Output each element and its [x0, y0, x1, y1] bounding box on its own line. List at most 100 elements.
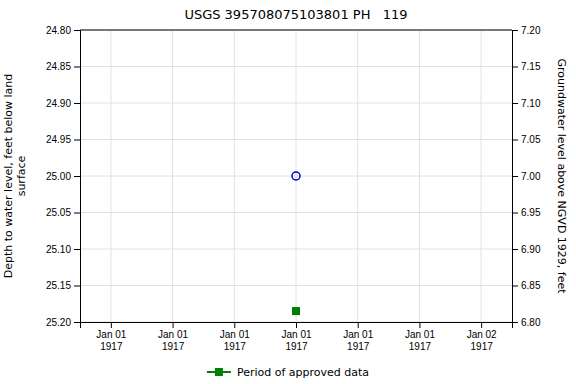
tick-mark	[512, 30, 518, 31]
y-tick: 25.00	[46, 171, 80, 182]
tick-mark	[234, 322, 235, 328]
point	[292, 307, 300, 315]
y-axis-label: Depth to water level, feet below landsur…	[2, 74, 28, 279]
tick-label: 25.00	[46, 171, 71, 182]
tick-mark	[512, 140, 518, 141]
axis-label-line: Depth to water level, feet below land	[2, 74, 15, 279]
axis-line	[74, 31, 81, 323]
series	[292, 307, 300, 315]
y-axis: 24.80 24.85 24.90 24.95 25.00 25.05 25.10 25.15…	[46, 25, 81, 328]
tick-label: 7.20	[521, 25, 541, 36]
tick-mark	[74, 322, 80, 323]
y-tick: 24.95	[46, 134, 80, 145]
tick-label: 6.95	[521, 207, 541, 218]
tick-mark	[74, 30, 80, 31]
y-tick: 25.05	[46, 207, 80, 218]
x-tick: Jan 011917	[220, 322, 250, 352]
tick-mark	[74, 213, 80, 214]
tick-label: Jan 011917	[405, 329, 435, 352]
tick-mark	[173, 322, 174, 328]
x-tick: Jan 011917	[405, 322, 435, 352]
x-axis: Jan 011917Jan 011917Jan 011917Jan 011917…	[81, 322, 513, 352]
legend-item: Period of approved data	[207, 366, 369, 379]
tick-label-line: Jan 01	[343, 329, 373, 340]
legend: Period of approved data	[207, 366, 369, 379]
grid-line	[357, 30, 358, 322]
tick-mark	[512, 213, 518, 214]
tick-label: 25.10	[46, 244, 71, 255]
tick-mark	[358, 322, 359, 328]
x-tick: Jan 011917	[96, 322, 126, 352]
y2-tick: 6.85	[512, 280, 541, 291]
tick-label: 7.00	[521, 171, 541, 182]
tick-label: Jan 011917	[281, 329, 311, 352]
marks	[292, 172, 300, 315]
tick-label-line: Jan 01	[281, 329, 311, 340]
plot: Jan 011917Jan 011917Jan 011917Jan 011917…	[2, 25, 568, 352]
tick-mark	[512, 67, 518, 68]
series	[292, 172, 300, 180]
tick-label: 7.15	[521, 61, 541, 72]
axis-label-line: surface	[15, 155, 28, 196]
tick-mark	[512, 322, 518, 323]
tick-label-line: 1917	[162, 341, 185, 352]
tick-label: Jan 011917	[96, 329, 126, 352]
grid-line	[234, 30, 235, 322]
y2-tick: 7.20	[512, 25, 541, 36]
y-tick: 25.10	[46, 244, 80, 255]
tick-label: Jan 011917	[343, 329, 373, 352]
tick-mark	[512, 286, 518, 287]
tick-label: Jan 011917	[158, 329, 188, 352]
tick-mark	[74, 140, 80, 141]
tick-mark	[419, 322, 420, 328]
point	[292, 172, 300, 180]
tick-mark	[512, 249, 518, 250]
y2-tick: 6.80	[512, 317, 541, 328]
tick-label: 25.20	[46, 317, 71, 328]
tick-label: 7.05	[521, 134, 541, 145]
legend-swatch	[215, 368, 223, 376]
y-tick: 25.15	[46, 280, 80, 291]
tick-mark	[481, 322, 482, 328]
legend-label: Period of approved data	[237, 366, 369, 379]
tick-label-line: 1917	[471, 341, 494, 352]
tick-label: 24.90	[46, 98, 71, 109]
y2-tick: 7.15	[512, 61, 541, 72]
y-tick: 24.85	[46, 61, 80, 72]
x-tick: Jan 011917	[281, 322, 311, 352]
frame-line	[80, 30, 512, 31]
y2-axis: 6.806.856.906.957.007.057.107.157.20	[512, 25, 541, 328]
tick-mark	[74, 176, 80, 177]
x-tick: Jan 021917	[467, 322, 497, 352]
grid-line	[296, 30, 297, 322]
tick-label-line: Jan 02	[467, 329, 497, 340]
tick-mark	[296, 322, 297, 328]
y2-tick: 6.95	[512, 207, 541, 218]
y-tick: 24.80	[46, 25, 80, 36]
x-tick: Jan 011917	[158, 322, 188, 352]
grid-line	[481, 30, 482, 322]
grid-line	[419, 30, 420, 322]
y2-tick: 7.10	[512, 98, 541, 109]
tick-mark	[512, 103, 518, 104]
tick-label: 24.85	[46, 61, 71, 72]
x-tick: Jan 011917	[343, 322, 373, 352]
tick-label-line: 1917	[224, 341, 247, 352]
tick-label-line: 1917	[285, 341, 308, 352]
tick-mark	[74, 103, 80, 104]
y2-axis-label: Groundwater level above NGVD 1929, feet	[555, 58, 568, 294]
grid-line	[80, 30, 512, 31]
y-tick: 24.90	[46, 98, 80, 109]
axis-line	[513, 31, 519, 323]
grid	[80, 30, 512, 322]
tick-label: Jan 021917	[467, 329, 497, 352]
tick-mark	[74, 67, 80, 68]
tick-label-line: Jan 01	[220, 329, 250, 340]
axis-label-line: Groundwater level above NGVD 1929, feet	[555, 58, 568, 294]
grid-line	[172, 30, 173, 322]
y-tick: 25.20	[46, 317, 80, 328]
y2-tick: 7.05	[512, 134, 541, 145]
tick-label: 25.05	[46, 207, 71, 218]
tick-label: Jan 011917	[220, 329, 250, 352]
tick-mark	[74, 286, 80, 287]
